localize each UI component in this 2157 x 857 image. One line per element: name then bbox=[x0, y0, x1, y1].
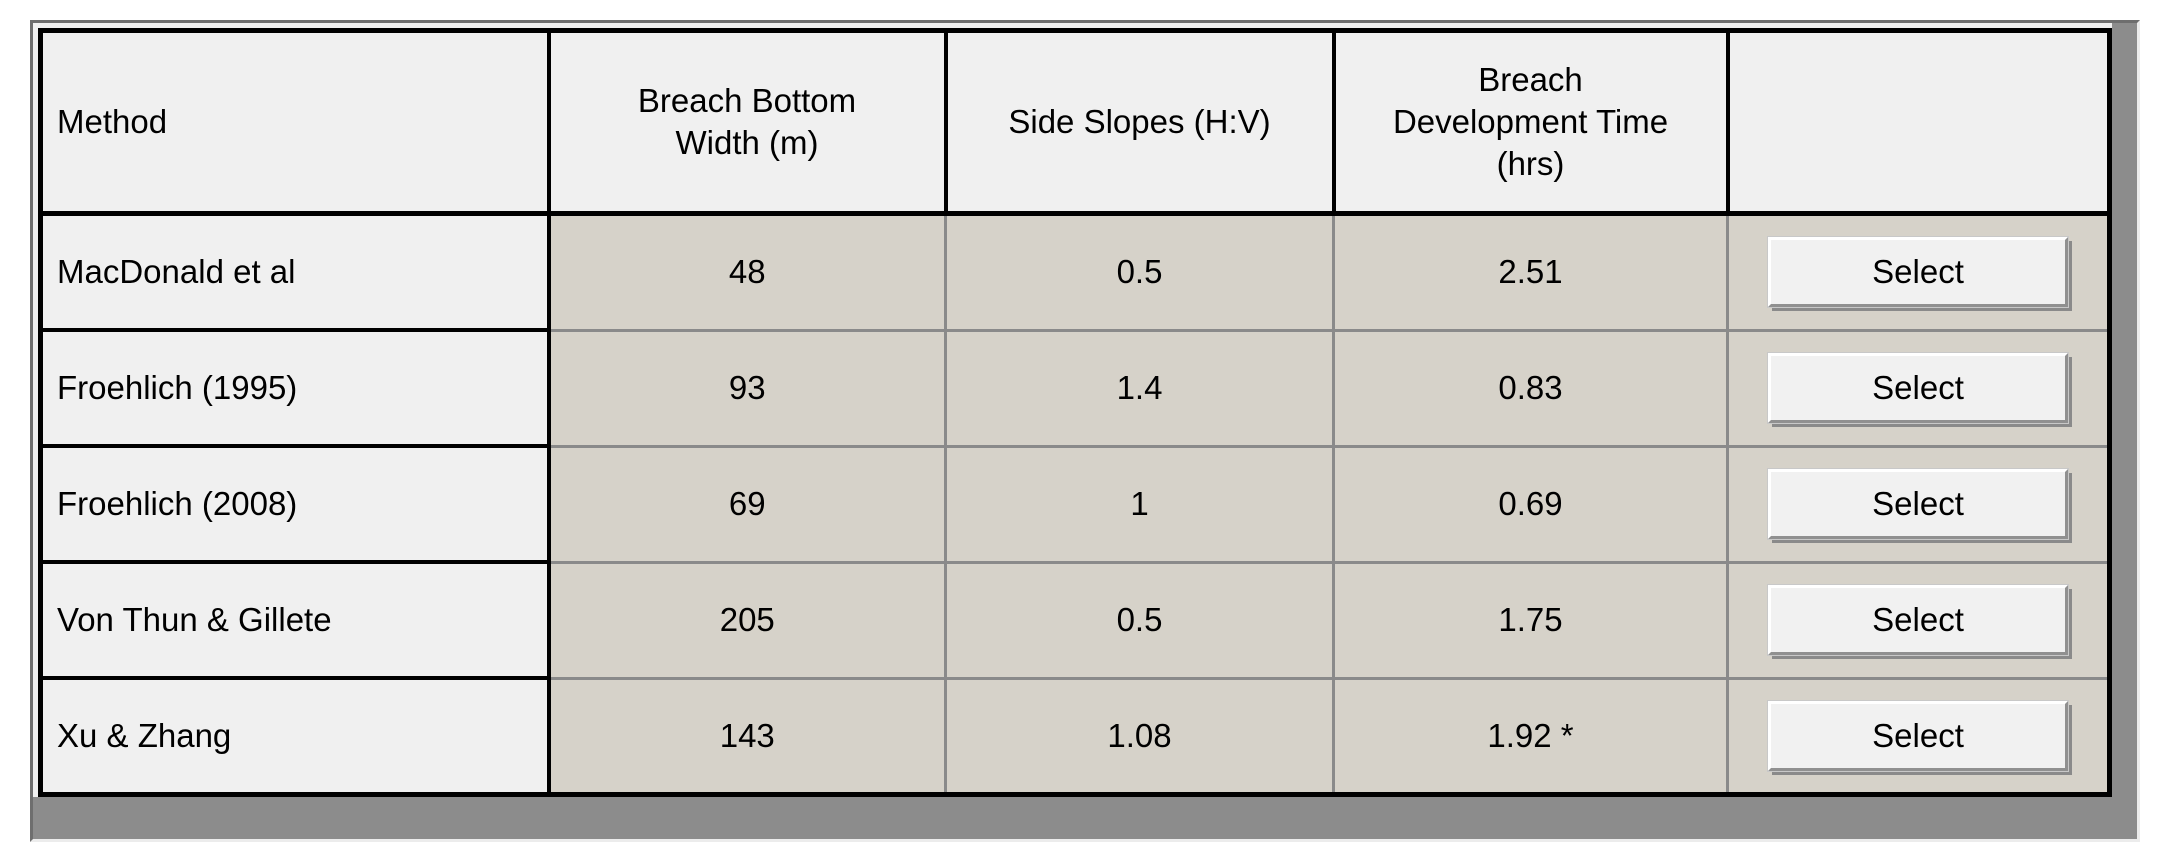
table-row-froehlich-2008: Froehlich (2008) 69 1 0.69 Select bbox=[40, 446, 2110, 564]
cell-breach-development-time: 0.69 bbox=[1333, 446, 1729, 564]
col-header-method: Method bbox=[40, 30, 551, 216]
breach-parameters-table: Method Breach Bottom Width (m) Side Slop… bbox=[38, 28, 2112, 797]
cell-breach-bottom-width: 143 bbox=[548, 678, 947, 796]
cell-breach-bottom-width: 48 bbox=[548, 213, 947, 332]
col-header-side-slopes: Side Slopes (H:V) bbox=[945, 30, 1336, 216]
cell-breach-bottom-width: 93 bbox=[548, 330, 947, 448]
cell-method: Von Thun & Gillete bbox=[40, 562, 551, 680]
cell-side-slopes: 1.08 bbox=[945, 678, 1335, 796]
cell-side-slopes: 1 bbox=[945, 446, 1335, 564]
cell-breach-bottom-width: 205 bbox=[548, 562, 947, 680]
cell-select: Select bbox=[1727, 562, 2110, 680]
select-button-macdonald[interactable]: Select bbox=[1767, 236, 2069, 309]
table-row-xu-zhang: Xu & Zhang 143 1.08 1.92 * Select bbox=[40, 678, 2110, 797]
cell-select: Select bbox=[1727, 446, 2110, 564]
cell-method: Froehlich (2008) bbox=[40, 446, 551, 564]
col-header-action bbox=[1727, 30, 2110, 216]
table-frame: Method Breach Bottom Width (m) Side Slop… bbox=[33, 23, 2112, 797]
select-button-xu-zhang[interactable]: Select bbox=[1767, 699, 2069, 772]
cell-method: MacDonald et al bbox=[40, 213, 551, 332]
cell-breach-development-time: 0.83 bbox=[1333, 330, 1729, 448]
cell-side-slopes: 0.5 bbox=[945, 562, 1335, 680]
cell-side-slopes: 0.5 bbox=[945, 213, 1335, 332]
select-button-froehlich-1995[interactable]: Select bbox=[1767, 352, 2069, 424]
col-header-breach-bottom-width: Breach Bottom Width (m) bbox=[548, 30, 948, 216]
breach-parameters-panel: Method Breach Bottom Width (m) Side Slop… bbox=[30, 20, 2140, 842]
select-button-von-thun-gillete[interactable]: Select bbox=[1767, 584, 2069, 656]
cell-breach-development-time: 2.51 bbox=[1333, 213, 1729, 332]
col-header-method-label: Method bbox=[57, 103, 168, 140]
cell-method: Xu & Zhang bbox=[40, 678, 551, 797]
cell-select: Select bbox=[1727, 678, 2110, 796]
table-row-froehlich-1995: Froehlich (1995) 93 1.4 0.83 Select bbox=[40, 330, 2110, 448]
cell-select: Select bbox=[1727, 213, 2110, 332]
header-row: Method Breach Bottom Width (m) Side Slop… bbox=[40, 30, 2110, 216]
cell-breach-bottom-width: 69 bbox=[548, 446, 947, 564]
table-row-von-thun-gillete: Von Thun & Gillete 205 0.5 1.75 Select bbox=[40, 562, 2110, 680]
col-header-breach-development-time: Breach Development Time (hrs) bbox=[1333, 30, 1730, 216]
cell-method: Froehlich (1995) bbox=[40, 330, 551, 448]
select-button-froehlich-2008[interactable]: Select bbox=[1767, 468, 2069, 540]
table-row-macdonald: MacDonald et al 48 0.5 2.51 Select bbox=[40, 213, 2110, 332]
cell-select: Select bbox=[1727, 330, 2110, 448]
cell-side-slopes: 1.4 bbox=[945, 330, 1335, 448]
cell-breach-development-time: 1.75 bbox=[1333, 562, 1729, 680]
cell-breach-development-time: 1.92 * bbox=[1333, 678, 1729, 796]
